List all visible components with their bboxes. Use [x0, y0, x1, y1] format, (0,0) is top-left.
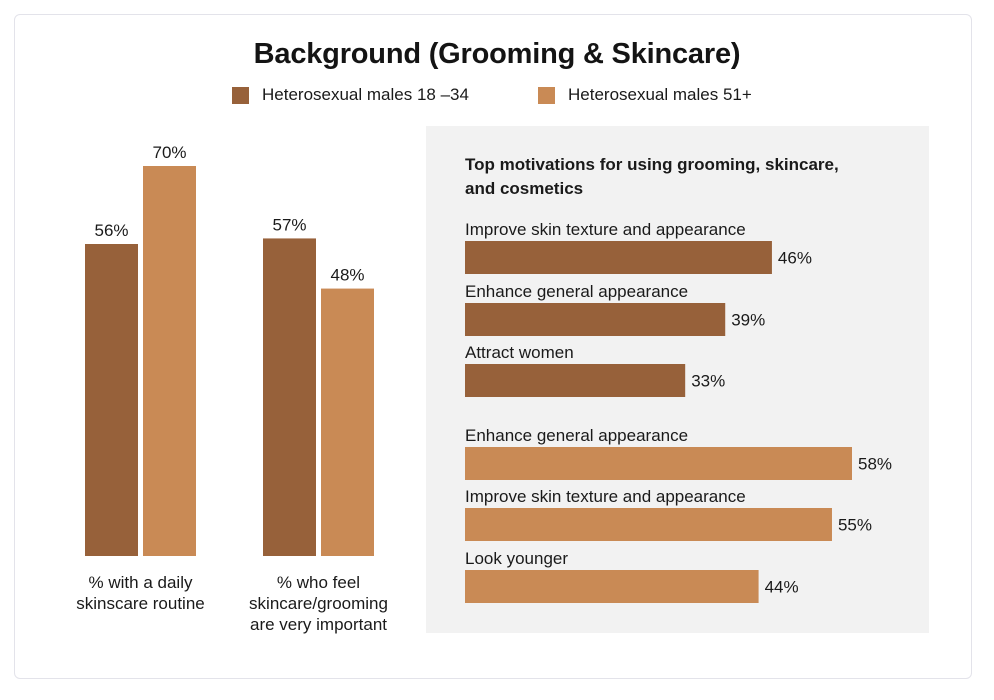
motivation-value-young-2: 39%	[731, 311, 765, 330]
legend-label-older: Heterosexual males 51+	[568, 85, 752, 104]
bar-value-label-older-group-1: 70%	[152, 143, 186, 162]
motivation-bar-young-1	[465, 241, 772, 274]
motivation-bar-young-2	[465, 303, 726, 336]
category-label-1-line-1: % with a daily	[89, 573, 193, 592]
motivations-panel-title: Top motivations for using grooming, skin…	[465, 153, 915, 201]
motivation-value-young-3: 33%	[691, 372, 725, 391]
bar-young-group-1	[85, 244, 138, 556]
bar-older-group-1	[143, 166, 196, 556]
legend-swatch-older	[538, 87, 555, 104]
bar-older-group-2	[321, 288, 374, 556]
bar-young-group-2	[263, 238, 316, 556]
motivations-title-line-2: and cosmetics	[465, 179, 584, 198]
motivation-bar-young-3	[465, 364, 686, 397]
legend-label-young: Heterosexual males 18 –34	[262, 85, 469, 104]
chart-title: Background (Grooming & Skincare)	[253, 38, 741, 70]
motivations-title-line-1: Top motivations for using grooming, skin…	[465, 155, 839, 174]
motivation-value-young-1: 46%	[778, 249, 812, 268]
category-label-1-line-2: skinscare routine	[76, 594, 205, 613]
motivation-value-older-2: 55%	[838, 516, 872, 535]
bar-value-label-young-group-2: 57%	[272, 215, 306, 234]
motivation-label-older-2: Improve skin texture and appearance	[465, 487, 746, 506]
motivation-label-young-3: Attract women	[465, 343, 574, 362]
motivation-bar-older-2	[465, 508, 832, 541]
bar-value-label-young-group-1: 56%	[94, 221, 128, 240]
motivation-value-older-3: 44%	[765, 578, 799, 597]
bar-value-label-older-group-2: 48%	[330, 266, 364, 285]
motivation-label-young-2: Enhance general appearance	[465, 282, 688, 301]
motivation-label-older-3: Look younger	[465, 549, 568, 568]
motivation-value-older-1: 58%	[858, 455, 892, 474]
motivation-label-young-1: Improve skin texture and appearance	[465, 220, 746, 239]
legend-swatch-young	[232, 87, 249, 104]
motivation-label-older-1: Enhance general appearance	[465, 426, 688, 445]
motivation-bar-older-1	[465, 447, 852, 480]
motivation-bar-older-3	[465, 570, 759, 603]
category-label-2-line-2: skincare/grooming	[249, 594, 388, 613]
category-label-2-line-1: % who feel	[277, 573, 360, 592]
category-label-2-line-3: are very important	[250, 615, 387, 634]
